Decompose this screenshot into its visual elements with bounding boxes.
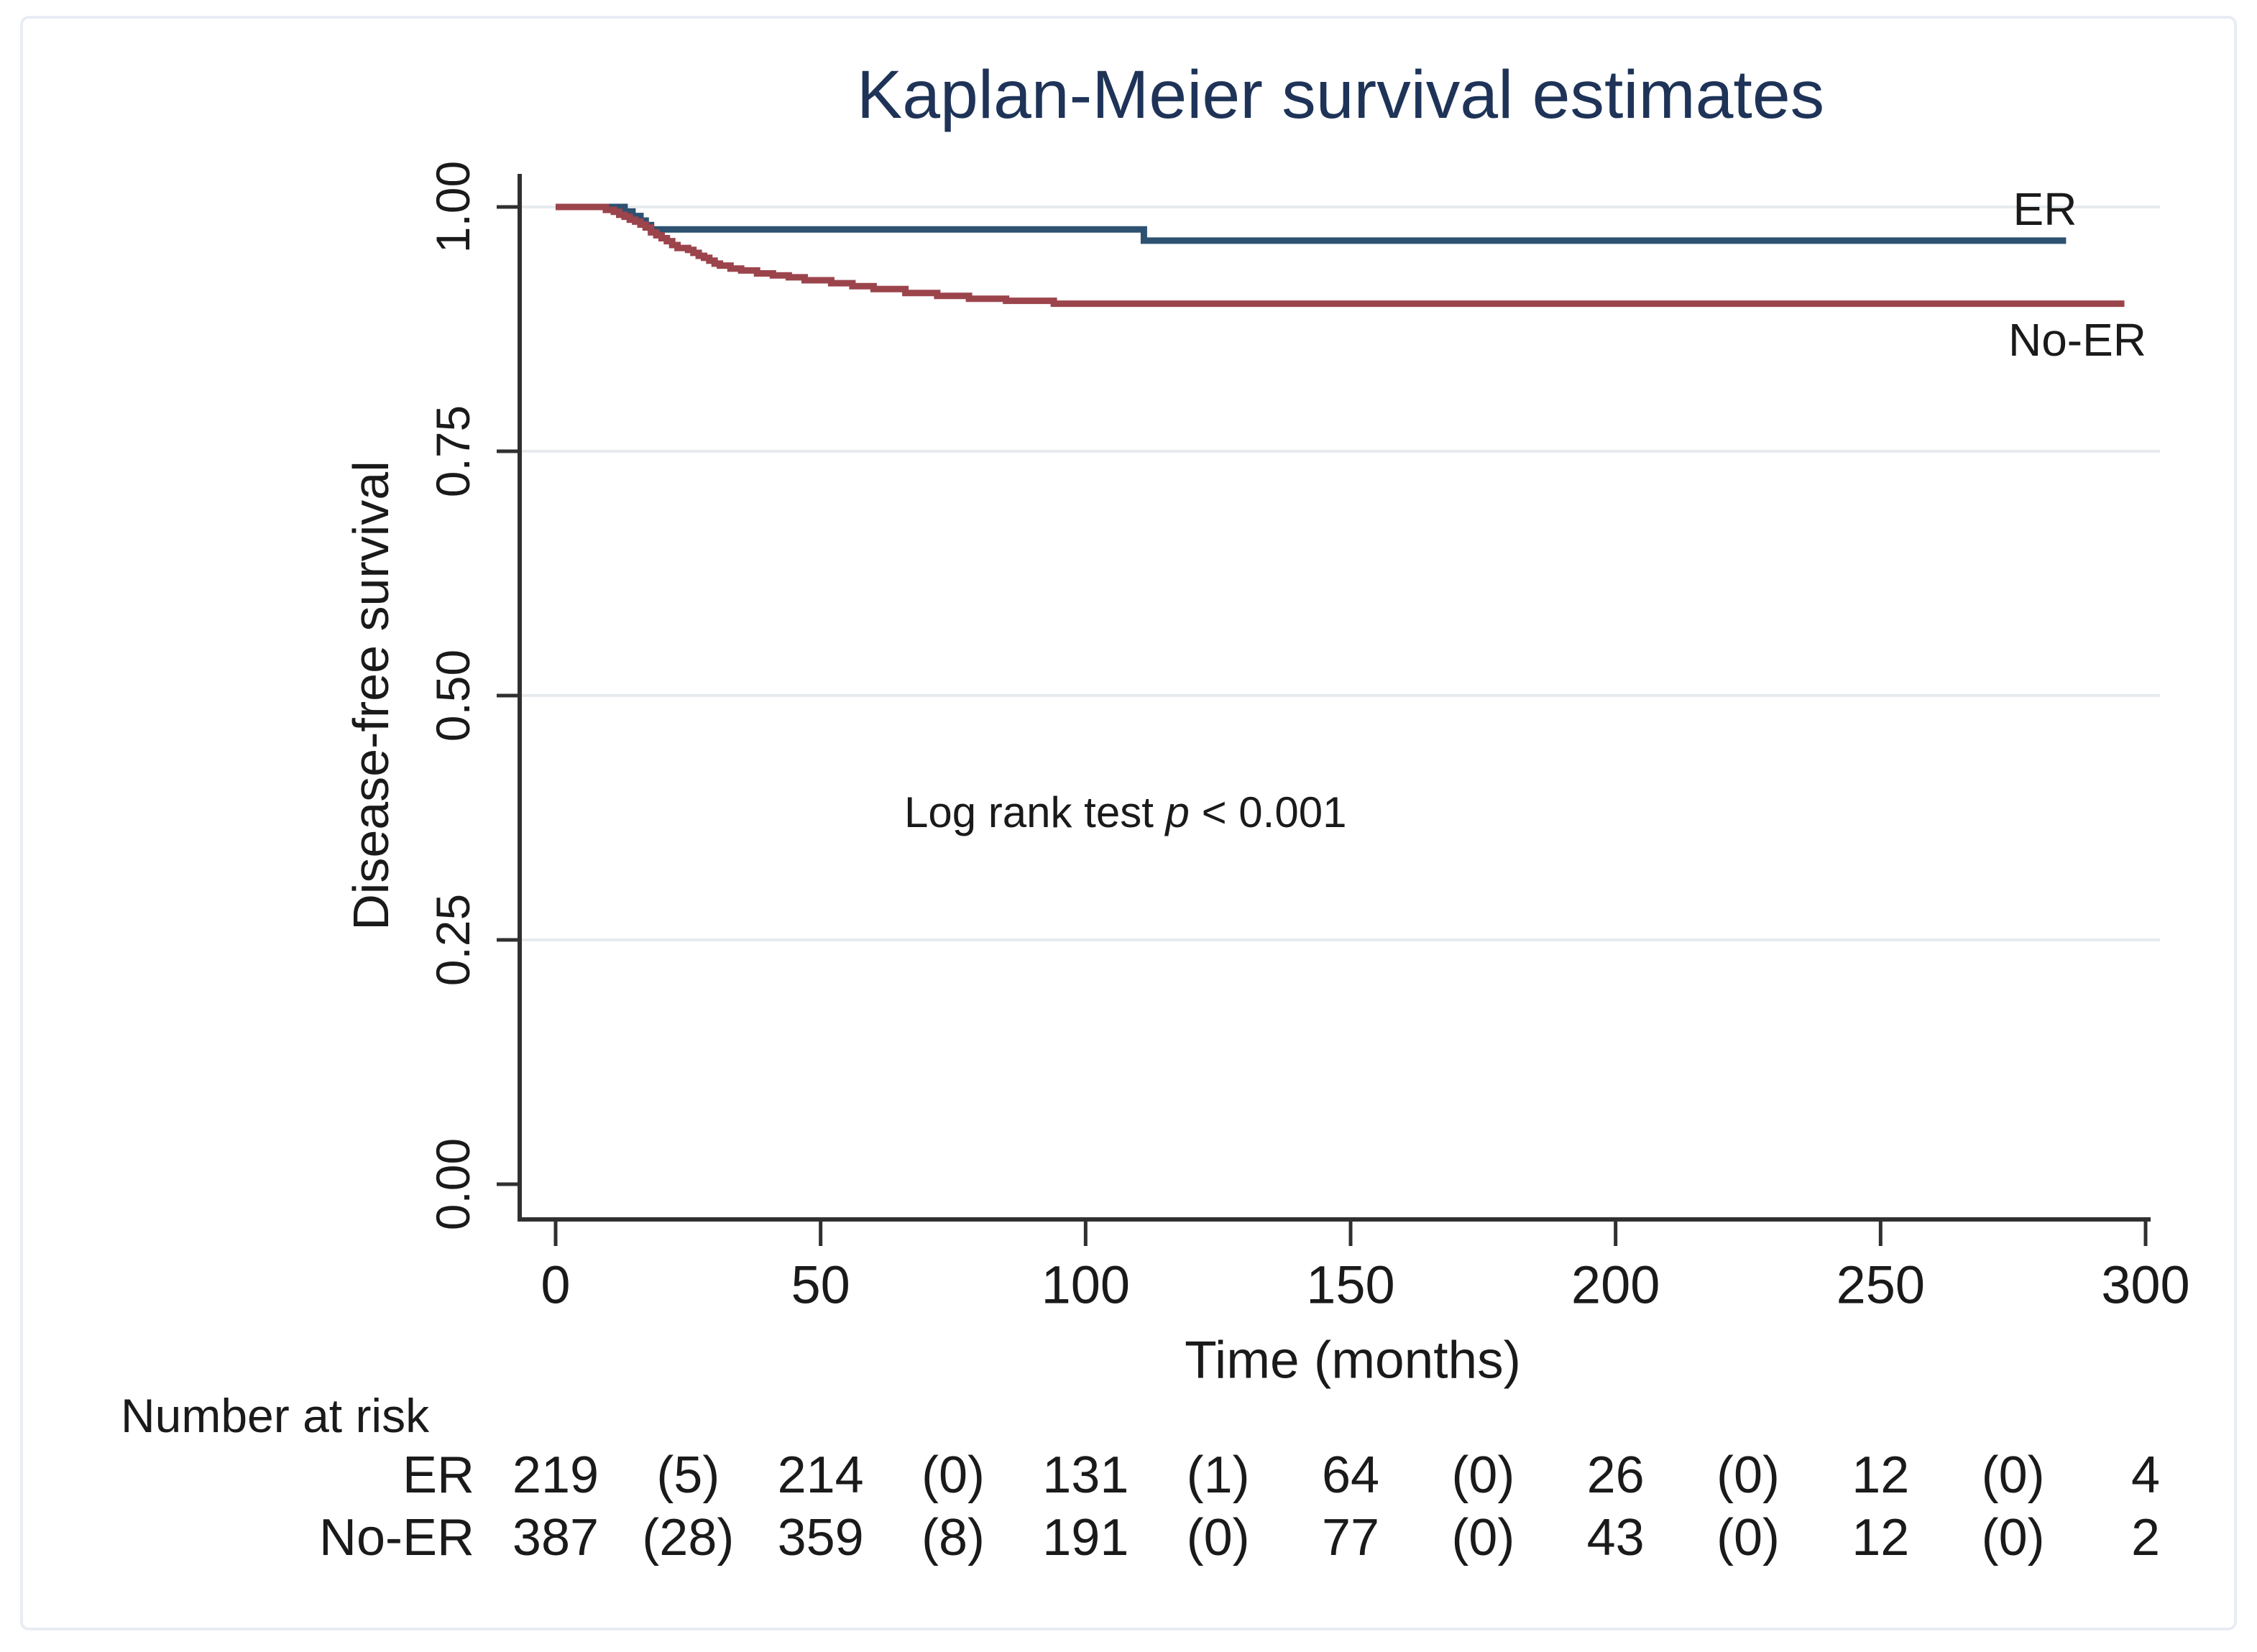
chart-title: Kaplan-Meier survival estimates	[856, 57, 1825, 133]
risk-cell: 387	[512, 1509, 599, 1566]
y-tick-label: 1.00	[426, 160, 479, 254]
risk-row-label-er: ER	[402, 1446, 474, 1504]
risk-cell: (0)	[1981, 1509, 2045, 1566]
y-axis-label: Disease-free survival	[343, 461, 399, 931]
risk-cell: 219	[512, 1446, 599, 1504]
risk-cell: 64	[1321, 1446, 1380, 1504]
risk-cell: (0)	[1451, 1446, 1515, 1504]
x-axis-label: Time (months)	[1185, 1331, 1521, 1390]
risk-cell: (0)	[1981, 1446, 2045, 1504]
logrank-p-symbol: p	[1165, 788, 1190, 836]
risk-cell: (28)	[642, 1509, 735, 1566]
x-tick-label: 50	[791, 1255, 850, 1315]
risk-cell: (0)	[921, 1446, 985, 1504]
risk-cell: (0)	[1716, 1446, 1780, 1504]
risk-cell: (1)	[1186, 1446, 1250, 1504]
risk-cell: 191	[1042, 1509, 1129, 1566]
risk-cell: 4	[2130, 1446, 2161, 1504]
figure-border	[20, 16, 2237, 1630]
x-tick-label: 250	[1836, 1255, 1926, 1315]
risk-cell: 131	[1042, 1446, 1129, 1504]
x-tick-label: 100	[1041, 1255, 1131, 1315]
logrank-annotation: Log rank test p < 0.001	[904, 788, 1346, 837]
risk-cell: 359	[777, 1509, 864, 1566]
logrank-annotation-suffix: < 0.001	[1189, 788, 1347, 836]
risk-cell: (5)	[656, 1446, 720, 1504]
x-tick-label: 0	[541, 1255, 571, 1315]
x-tick-label: 300	[2101, 1255, 2190, 1315]
risk-cell: 214	[777, 1446, 864, 1504]
risk-cell: (8)	[921, 1509, 985, 1566]
risk-cell: (0)	[1716, 1509, 1780, 1566]
y-tick-label: 0.75	[426, 405, 479, 498]
risk-row-label-no-er: No-ER	[318, 1509, 474, 1566]
y-tick-label: 0.00	[426, 1138, 479, 1231]
logrank-annotation-prefix: Log rank test	[904, 788, 1166, 836]
risk-table-header: Number at risk	[121, 1389, 430, 1442]
x-tick-label: 200	[1571, 1255, 1660, 1315]
km-curve-er	[556, 203, 2067, 244]
y-tick-label: 0.25	[426, 893, 479, 987]
risk-cell: 43	[1586, 1509, 1645, 1566]
risk-cell: 77	[1321, 1509, 1380, 1566]
risk-cell: (0)	[1186, 1509, 1250, 1566]
km-curve-no-er	[556, 203, 2125, 308]
x-tick-label: 150	[1306, 1255, 1395, 1315]
risk-cell: 2	[2130, 1509, 2161, 1566]
series-label-er: ER	[2013, 183, 2077, 235]
risk-cell: 26	[1586, 1446, 1645, 1504]
risk-cell: 12	[1852, 1446, 1910, 1504]
y-tick-label: 0.50	[426, 649, 479, 742]
risk-cell: 12	[1852, 1509, 1910, 1566]
series-label-no-er: No-ER	[2008, 314, 2147, 366]
risk-cell: (0)	[1451, 1509, 1515, 1566]
